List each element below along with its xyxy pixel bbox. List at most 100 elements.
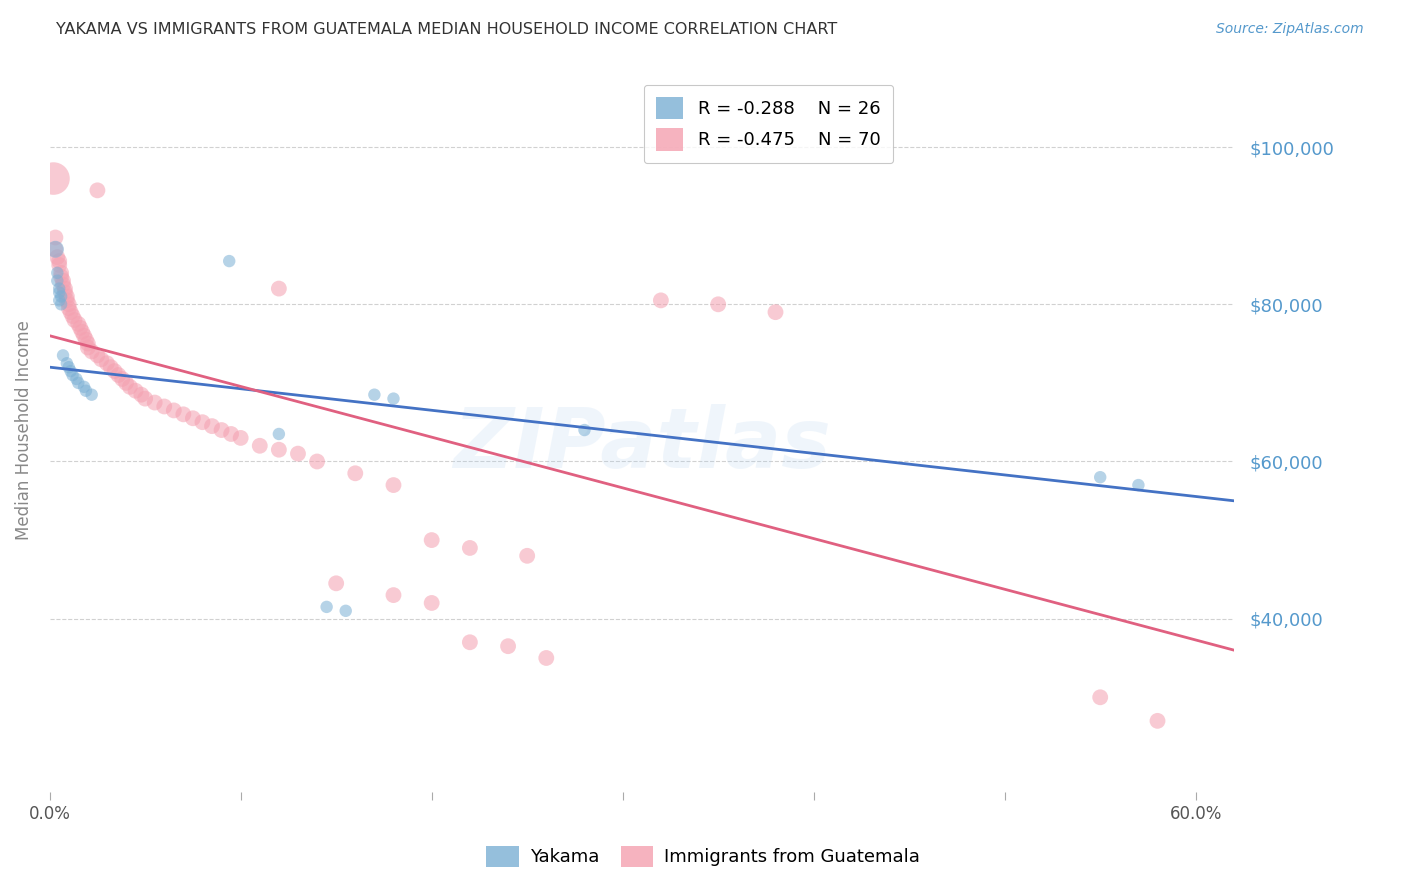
Point (181, 411, 204, 425)
Point (104, 364, 127, 378)
Point (307, 454, 329, 468)
Point (335, 604, 357, 618)
Point (172, 408, 194, 422)
Point (48, 258, 70, 272)
Point (650, 293, 672, 308)
Point (1146, 714, 1168, 728)
Point (73, 328, 96, 343)
Point (363, 387, 385, 401)
Point (44, 242, 66, 256)
Point (267, 442, 290, 457)
Point (382, 588, 405, 602)
Point (249, 439, 271, 453)
Point (86, 183, 108, 197)
Point (44, 242, 66, 256)
Point (458, 541, 481, 555)
Point (90, 352, 112, 367)
Point (48, 282, 70, 296)
Point (73, 380, 96, 394)
Point (62, 309, 84, 323)
Point (382, 392, 405, 406)
Point (191, 415, 214, 429)
Point (315, 599, 337, 614)
Point (516, 549, 538, 563)
Point (76, 341, 98, 355)
Point (56, 289, 79, 303)
Point (86, 348, 108, 362)
Point (56, 356, 79, 370)
Point (53, 282, 76, 296)
Point (124, 384, 146, 398)
Point (48, 254, 70, 268)
Point (496, 639, 519, 653)
Point (420, 596, 443, 610)
Point (458, 635, 481, 649)
Point (218, 254, 240, 268)
Point (67, 376, 90, 390)
Point (1090, 470, 1112, 484)
Point (70, 325, 93, 339)
Point (46, 250, 69, 264)
Point (58, 301, 80, 316)
Point (287, 447, 309, 461)
Point (48, 285, 70, 300)
Point (65, 372, 87, 386)
Legend: R = -0.288    N = 26, R = -0.475    N = 70: R = -0.288 N = 26, R = -0.475 N = 70 (644, 85, 893, 163)
Point (46, 266, 69, 280)
Point (115, 376, 138, 390)
Point (201, 419, 224, 434)
Point (52, 348, 75, 362)
Point (325, 576, 347, 591)
Point (229, 431, 252, 445)
Point (69, 321, 91, 335)
Point (707, 297, 730, 311)
Y-axis label: Median Household Income: Median Household Income (15, 320, 32, 540)
Point (58, 360, 80, 375)
Point (53, 285, 76, 300)
Point (267, 282, 290, 296)
Point (219, 427, 242, 442)
Point (59, 305, 82, 319)
Point (574, 423, 596, 437)
Point (52, 277, 75, 292)
Point (44, 230, 66, 244)
Point (75, 333, 97, 347)
Point (96, 356, 118, 370)
Point (111, 372, 134, 386)
Point (46, 274, 69, 288)
Point (131, 387, 153, 401)
Point (76, 336, 98, 351)
Text: YAKAMA VS IMMIGRANTS FROM GUATEMALA MEDIAN HOUSEHOLD INCOME CORRELATION CHART: YAKAMA VS IMMIGRANTS FROM GUATEMALA MEDI… (56, 22, 838, 37)
Point (63, 313, 86, 327)
Point (107, 368, 129, 382)
Point (211, 423, 233, 437)
Point (59, 364, 82, 378)
Point (49, 266, 72, 280)
Point (80, 344, 103, 359)
Point (163, 403, 186, 417)
Point (536, 651, 558, 665)
Point (58, 297, 80, 311)
Text: Source: ZipAtlas.com: Source: ZipAtlas.com (1216, 22, 1364, 37)
Point (56, 293, 79, 308)
Point (153, 400, 176, 414)
Point (420, 533, 443, 547)
Point (52, 274, 75, 288)
Point (118, 380, 141, 394)
Point (62, 368, 84, 382)
Point (67, 317, 90, 331)
Point (344, 467, 367, 481)
Point (143, 395, 166, 409)
Point (765, 305, 787, 319)
Point (75, 384, 97, 398)
Point (382, 478, 405, 492)
Point (42, 171, 65, 186)
Point (134, 392, 156, 406)
Legend: Yakama, Immigrants from Guatemala: Yakama, Immigrants from Guatemala (479, 838, 927, 874)
Point (49, 289, 72, 303)
Point (49, 297, 72, 311)
Point (1128, 478, 1150, 492)
Text: ZIPatlas: ZIPatlas (453, 404, 831, 485)
Point (80, 387, 103, 401)
Point (267, 427, 290, 442)
